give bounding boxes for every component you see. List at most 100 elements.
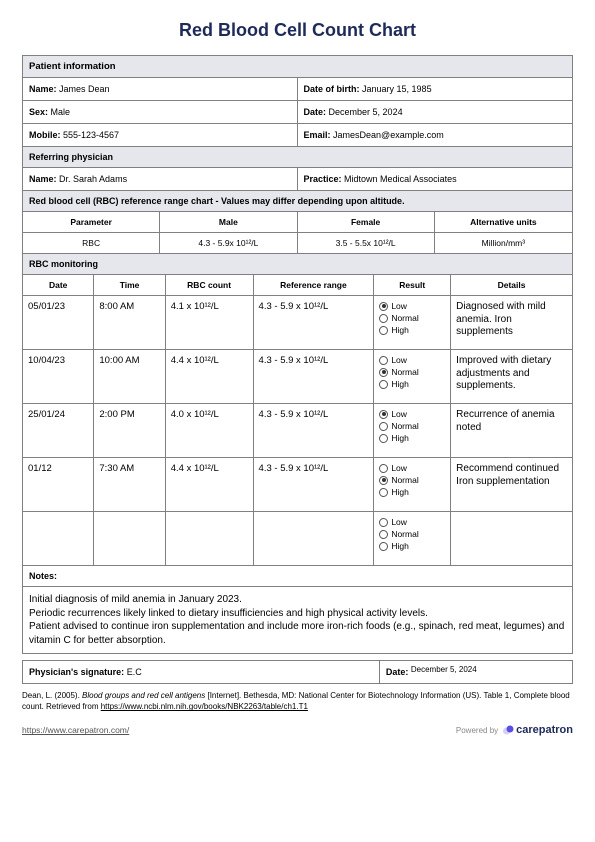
dob-label: Date of birth:: [304, 84, 360, 94]
monitor-date: 01/12: [23, 458, 94, 511]
patient-section-header: Patient information: [22, 55, 573, 78]
name-label: Name:: [29, 84, 57, 94]
mh-range: Reference range: [254, 275, 375, 295]
radio-label: High: [391, 541, 408, 551]
page-title: Red Blood Cell Count Chart: [22, 20, 573, 41]
monitoring-row: 05/01/238:00 AM4.1 x 10¹²/L4.3 - 5.9 x 1…: [22, 296, 573, 350]
monitor-result: Low Normal High: [374, 512, 451, 565]
monitor-date: 25/01/24: [23, 404, 94, 457]
result-option-normal[interactable]: Normal: [379, 475, 445, 485]
ref-male: 4.3 - 5.9x 10¹²/L: [160, 233, 297, 253]
result-option-normal[interactable]: Normal: [379, 367, 445, 377]
result-option-normal[interactable]: Normal: [379, 313, 445, 323]
radio-label: Low: [391, 463, 407, 473]
radio-label: Low: [391, 517, 407, 527]
ref-h-male: Male: [160, 212, 297, 232]
radio-label: Normal: [391, 313, 418, 323]
radio-icon[interactable]: [379, 302, 388, 311]
radio-icon[interactable]: [379, 380, 388, 389]
powered-by: Powered by carepatron: [456, 724, 573, 736]
result-option-low[interactable]: Low: [379, 301, 445, 311]
radio-label: High: [391, 325, 408, 335]
physician-name-cell: Name: Dr. Sarah Adams: [23, 168, 298, 190]
citation-prefix: Dean, L. (2005).: [22, 691, 82, 700]
reference-section-header: Red blood cell (RBC) reference range cha…: [22, 191, 573, 212]
radio-icon[interactable]: [379, 326, 388, 335]
monitor-date: 10/04/23: [23, 350, 94, 403]
citation-italic: Blood groups and red cell antigens: [82, 691, 207, 700]
patient-mobile: 555-123-4567: [63, 130, 119, 140]
result-option-high[interactable]: High: [379, 433, 445, 443]
radio-label: Normal: [391, 421, 418, 431]
monitor-details: Recurrence of anemia noted: [451, 404, 572, 457]
monitor-count: [166, 512, 254, 565]
monitor-details: Diagnosed with mild anemia. Iron supplem…: [451, 296, 572, 349]
radio-label: High: [391, 487, 408, 497]
radio-icon[interactable]: [379, 314, 388, 323]
radio-label: High: [391, 433, 408, 443]
monitor-range: 4.3 - 5.9 x 10¹²/L: [254, 458, 375, 511]
radio-icon[interactable]: [379, 518, 388, 527]
citation-link[interactable]: https://www.ncbi.nlm.nih.gov/books/NBK22…: [101, 702, 308, 711]
radio-icon[interactable]: [379, 422, 388, 431]
radio-icon[interactable]: [379, 530, 388, 539]
radio-label: Low: [391, 301, 407, 311]
patient-name: James Dean: [59, 84, 110, 94]
physician-name-label: Name:: [29, 174, 57, 184]
mh-date: Date: [23, 275, 94, 295]
monitor-time: 8:00 AM: [94, 296, 165, 349]
monitor-range: 4.3 - 5.9 x 10¹²/L: [254, 350, 375, 403]
sex-label: Sex:: [29, 107, 48, 117]
patient-row-2: Sex: Male Date: December 5, 2024: [22, 101, 573, 124]
result-option-high[interactable]: High: [379, 325, 445, 335]
footer-link[interactable]: https://www.carepatron.com/: [22, 725, 129, 735]
mobile-label: Mobile:: [29, 130, 61, 140]
monitor-count: 4.0 x 10¹²/L: [166, 404, 254, 457]
result-option-low[interactable]: Low: [379, 517, 445, 527]
logo-icon: [502, 724, 514, 736]
ref-h-alt: Alternative units: [435, 212, 572, 232]
radio-icon[interactable]: [379, 542, 388, 551]
citation: Dean, L. (2005). Blood groups and red ce…: [22, 690, 573, 712]
radio-icon[interactable]: [379, 356, 388, 365]
physician-section-header: Referring physician: [22, 147, 573, 168]
physician-practice-cell: Practice: Midtown Medical Associates: [298, 168, 573, 190]
patient-row-1: Name: James Dean Date of birth: January …: [22, 78, 573, 101]
patient-dob-cell: Date of birth: January 15, 1985: [298, 78, 573, 100]
radio-icon[interactable]: [379, 410, 388, 419]
signature-row: Physician's signature: E.C Date: Decembe…: [22, 660, 573, 684]
result-option-high[interactable]: High: [379, 541, 445, 551]
radio-icon[interactable]: [379, 488, 388, 497]
result-option-low[interactable]: Low: [379, 463, 445, 473]
monitor-time: 10:00 AM: [94, 350, 165, 403]
result-option-low[interactable]: Low: [379, 409, 445, 419]
monitoring-row: 25/01/242:00 PM4.0 x 10¹²/L4.3 - 5.9 x 1…: [22, 404, 573, 458]
patient-sex-cell: Sex: Male: [23, 101, 298, 123]
radio-icon[interactable]: [379, 476, 388, 485]
monitoring-rows-container: 05/01/238:00 AM4.1 x 10¹²/L4.3 - 5.9 x 1…: [22, 296, 573, 566]
result-option-normal[interactable]: Normal: [379, 421, 445, 431]
patient-date-cell: Date: December 5, 2024: [298, 101, 573, 123]
practice-label: Practice:: [304, 174, 342, 184]
mh-time: Time: [94, 275, 165, 295]
mh-result: Result: [374, 275, 451, 295]
patient-date: December 5, 2024: [329, 107, 403, 117]
patient-mobile-cell: Mobile: 555-123-4567: [23, 124, 298, 146]
monitor-count: 4.4 x 10¹²/L: [166, 350, 254, 403]
radio-icon[interactable]: [379, 368, 388, 377]
patient-name-cell: Name: James Dean: [23, 78, 298, 100]
result-option-normal[interactable]: Normal: [379, 529, 445, 539]
monitoring-row: Low Normal High: [22, 512, 573, 566]
monitor-range: 4.3 - 5.9 x 10¹²/L: [254, 404, 375, 457]
date-label: Date:: [304, 107, 327, 117]
mh-count: RBC count: [166, 275, 254, 295]
radio-icon[interactable]: [379, 464, 388, 473]
radio-label: High: [391, 379, 408, 389]
result-option-high[interactable]: High: [379, 379, 445, 389]
result-option-low[interactable]: Low: [379, 355, 445, 365]
radio-icon[interactable]: [379, 434, 388, 443]
result-option-high[interactable]: High: [379, 487, 445, 497]
monitor-time: 7:30 AM: [94, 458, 165, 511]
monitor-count: 4.1 x 10¹²/L: [166, 296, 254, 349]
monitoring-row: 01/127:30 AM4.4 x 10¹²/L4.3 - 5.9 x 10¹²…: [22, 458, 573, 512]
